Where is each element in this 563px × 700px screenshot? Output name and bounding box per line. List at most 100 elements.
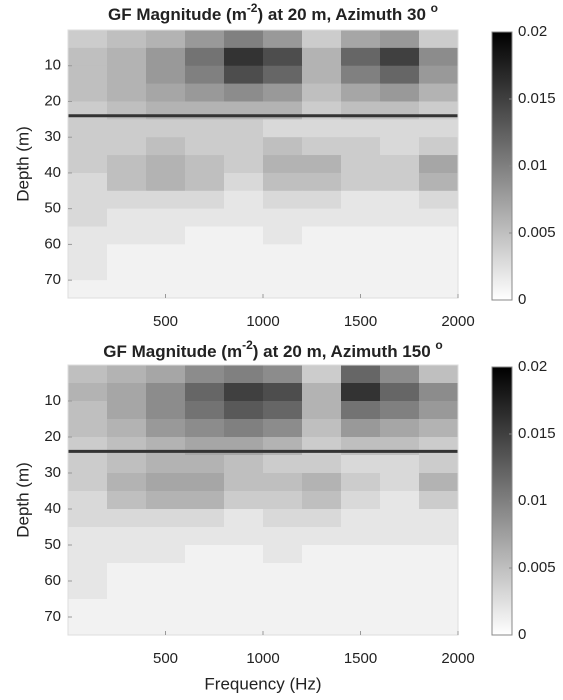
y-tick-label: 30 xyxy=(44,464,61,481)
heat-cell xyxy=(224,280,264,299)
heat-cell xyxy=(380,172,420,192)
heat-cell xyxy=(302,65,342,85)
y-tick-label: 20 xyxy=(44,428,61,445)
heat-cell xyxy=(107,419,147,438)
heat-cell xyxy=(107,617,147,636)
heat-cell xyxy=(224,545,264,564)
heat-cell xyxy=(146,563,186,582)
heat-cell xyxy=(107,509,147,528)
heat-cell xyxy=(68,119,108,138)
heat-cell xyxy=(224,262,264,281)
heat-cell xyxy=(302,190,342,210)
heat-cell xyxy=(107,473,147,492)
heat-cell xyxy=(224,83,264,102)
heat-cell xyxy=(341,581,381,600)
heat-cell xyxy=(380,599,420,618)
y-tick-label: 60 xyxy=(44,572,61,589)
heat-cell xyxy=(185,208,225,228)
heat-cell xyxy=(341,244,381,263)
heat-cell xyxy=(380,262,420,281)
heat-cell xyxy=(185,262,225,281)
heat-cell xyxy=(146,65,186,85)
heat-cell xyxy=(185,563,225,582)
heat-cell xyxy=(263,401,303,420)
heat-cell xyxy=(380,208,420,228)
colorbar-tick-label: 0 xyxy=(518,291,526,308)
heat-cell xyxy=(263,509,303,528)
heat-cell xyxy=(341,119,381,138)
heat-cell xyxy=(302,599,342,618)
heat-cell xyxy=(302,491,342,510)
heat-cell xyxy=(68,491,108,510)
heat-cell xyxy=(68,599,108,618)
heat-cell xyxy=(302,47,342,67)
heat-cell xyxy=(107,527,147,546)
heat-cell xyxy=(185,47,225,67)
heat-cell xyxy=(224,599,264,618)
heat-cell xyxy=(419,226,459,245)
heat-cell xyxy=(380,155,420,174)
heat-cell xyxy=(419,563,459,582)
heat-cell xyxy=(146,137,186,156)
y-tick-label: 70 xyxy=(44,608,61,625)
heat-cell xyxy=(224,30,264,49)
y-tick-label: 30 xyxy=(44,128,61,145)
heat-cell xyxy=(107,563,147,582)
heat-cell xyxy=(146,226,186,245)
heat-cell xyxy=(185,401,225,420)
heat-cell xyxy=(68,137,108,156)
heat-cell xyxy=(419,491,459,510)
heat-cell xyxy=(263,491,303,510)
heat-cell xyxy=(68,47,108,67)
heat-cell xyxy=(185,137,225,156)
heat-cell xyxy=(419,509,459,528)
heat-cell xyxy=(263,280,303,299)
heat-cell xyxy=(146,617,186,636)
heat-cell xyxy=(419,155,459,174)
heat-cell xyxy=(68,190,108,210)
heat-cell xyxy=(146,280,186,299)
heat-cell xyxy=(341,599,381,618)
heat-cell xyxy=(68,83,108,102)
heat-cell xyxy=(341,527,381,546)
heat-cell xyxy=(185,473,225,492)
heat-cell xyxy=(107,491,147,510)
heat-cell xyxy=(263,581,303,600)
heat-cell xyxy=(419,365,459,384)
heat-cell xyxy=(224,47,264,67)
heat-cell xyxy=(185,280,225,299)
y-tick-label: 50 xyxy=(44,536,61,553)
heat-cell xyxy=(224,244,264,263)
heat-cell xyxy=(107,190,147,210)
heat-cell xyxy=(68,30,108,49)
heat-cell xyxy=(341,30,381,49)
title-part: ) at 20 m, Azimuth 150 xyxy=(253,342,436,361)
heat-cell xyxy=(68,455,108,474)
heat-cell xyxy=(380,401,420,420)
heat-cell xyxy=(107,83,147,102)
heat-cell xyxy=(146,208,186,228)
heat-cell xyxy=(146,83,186,102)
y-tick-label: 70 xyxy=(44,271,61,288)
heat-cell xyxy=(419,280,459,299)
heat-cell xyxy=(146,119,186,138)
x-tick-label: 1000 xyxy=(246,313,279,330)
heat-cell xyxy=(224,491,264,510)
heat-cell xyxy=(68,208,108,228)
heat-cell xyxy=(302,455,342,474)
heat-cell xyxy=(224,119,264,138)
heat-cell xyxy=(107,383,147,402)
heat-cell xyxy=(107,599,147,618)
heat-cell xyxy=(380,527,420,546)
heat-cell xyxy=(185,419,225,438)
heat-cell xyxy=(419,244,459,263)
heat-cell xyxy=(380,509,420,528)
y-axis-label: Depth (m) xyxy=(13,126,32,202)
heat-cell xyxy=(302,280,342,299)
heat-cell xyxy=(419,137,459,156)
colorbar-tick-label: 0.015 xyxy=(518,90,556,107)
heat-cell xyxy=(341,83,381,102)
heat-cell xyxy=(341,137,381,156)
heat-cell xyxy=(224,208,264,228)
heat-cell xyxy=(224,190,264,210)
